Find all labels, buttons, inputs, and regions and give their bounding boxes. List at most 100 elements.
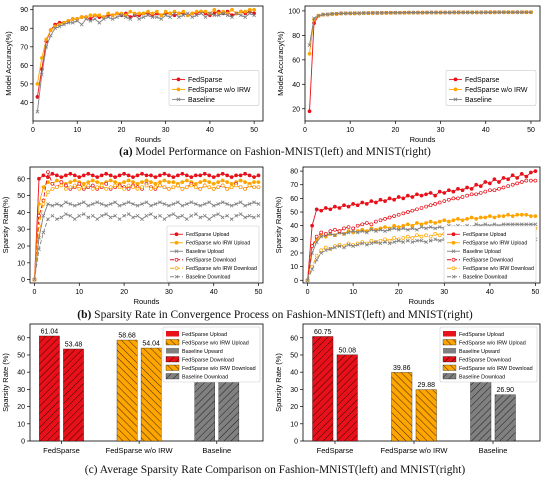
data-point: [392, 236, 397, 240]
data-point: [158, 173, 162, 178]
y-tick-label: 70: [290, 182, 298, 189]
data-point: [420, 10, 425, 15]
x-axis-label: Rounds: [410, 135, 436, 144]
series-line: [309, 11, 531, 46]
data-point: [198, 215, 203, 220]
data-point: [337, 229, 342, 233]
category-label: FedSparse: [317, 446, 354, 455]
bar-value-label: 53.48: [65, 341, 83, 348]
data-point: [351, 201, 355, 206]
y-axis-label: Sparsity Rate(%): [1, 196, 10, 253]
data-point: [419, 222, 424, 227]
data-point: [72, 173, 77, 178]
data-point: [172, 11, 177, 16]
data-point: [207, 217, 212, 221]
data-point: [225, 173, 230, 178]
data-point: [220, 200, 225, 205]
data-point: [469, 186, 474, 191]
y-tick-label: 0: [21, 277, 25, 284]
x-tick-label: 20: [391, 127, 399, 134]
data-point: [238, 185, 243, 190]
data-point: [35, 109, 40, 114]
data-point: [198, 180, 203, 184]
data-point: [384, 10, 389, 15]
legend-swatch-hatch: [165, 356, 180, 363]
data-point: [202, 183, 207, 188]
legend-label: Baseline Download: [186, 275, 231, 281]
data-point: [144, 183, 149, 188]
data-point: [488, 188, 492, 193]
data-point: [55, 185, 59, 190]
data-point: [256, 173, 261, 178]
data-point: [37, 223, 41, 228]
data-point: [333, 204, 337, 209]
x-tick-label: 50: [250, 127, 258, 134]
data-point: [208, 11, 212, 16]
data-point: [180, 213, 185, 218]
data-point: [378, 238, 383, 243]
data-point: [77, 181, 82, 186]
data-point: [519, 212, 524, 217]
data-point: [221, 11, 226, 16]
data-point: [383, 229, 387, 234]
plot-frame: [304, 5, 541, 122]
data-point: [374, 240, 378, 244]
data-point: [415, 238, 419, 243]
data-point: [203, 15, 208, 20]
data-point: [158, 200, 162, 205]
data-point: [465, 217, 469, 221]
bar-value-label: 58.68: [118, 333, 136, 340]
data-point: [50, 203, 55, 208]
y-tick-label: 70: [20, 44, 28, 51]
data-point: [405, 227, 410, 232]
data-point: [153, 181, 158, 186]
x-tick-label: 20: [395, 289, 403, 296]
data-point: [410, 236, 415, 240]
data-point: [314, 240, 319, 244]
x-tick-label: 20: [120, 289, 128, 296]
data-point: [438, 10, 443, 15]
data-point: [460, 195, 465, 199]
y-tick-label: 10: [290, 264, 298, 271]
data-point: [497, 10, 502, 15]
category-label: Baseline: [202, 446, 231, 455]
y-tick-label: 50: [290, 352, 298, 359]
legend-label: Baseline Upward: [459, 349, 500, 355]
data-point: [77, 213, 82, 218]
data-point: [95, 180, 100, 184]
data-point: [41, 213, 46, 218]
y-tick-label: 40: [17, 210, 25, 217]
y-tick-label: 30: [17, 227, 25, 234]
data-point: [401, 223, 406, 228]
data-point: [333, 233, 337, 238]
data-point: [37, 176, 41, 181]
data-point: [185, 11, 190, 16]
data-point: [387, 238, 392, 243]
data-point: [383, 237, 387, 242]
legend-label: Baseline Upward: [182, 349, 223, 355]
data-point: [81, 185, 86, 190]
data-point: [150, 15, 155, 20]
data-point: [470, 10, 475, 15]
chart-c-right: 0 10 20 30 40 50 60 Sparsity Rate (%) 60.75 50.08…: [274, 323, 541, 455]
data-point: [492, 10, 497, 15]
y-tick-label: 20: [290, 404, 298, 411]
category-label: FedSparse w/o IRW: [106, 446, 174, 455]
data-point: [524, 222, 529, 227]
data-point: [176, 87, 181, 92]
data-point: [32, 277, 37, 282]
data-point: [135, 203, 140, 208]
data-point: [456, 196, 460, 201]
data-point: [35, 82, 40, 86]
data-point: [429, 10, 434, 15]
data-point: [346, 225, 351, 229]
data-point: [72, 203, 77, 208]
legend-box: [445, 70, 537, 106]
data-point: [238, 200, 243, 205]
caption-c: (c) Average Sparsity Rate Comparison on …: [0, 464, 550, 476]
data-point: [243, 15, 248, 20]
data-point: [193, 185, 198, 190]
bar-value-label: 60.75: [314, 329, 332, 336]
data-point: [174, 240, 179, 245]
